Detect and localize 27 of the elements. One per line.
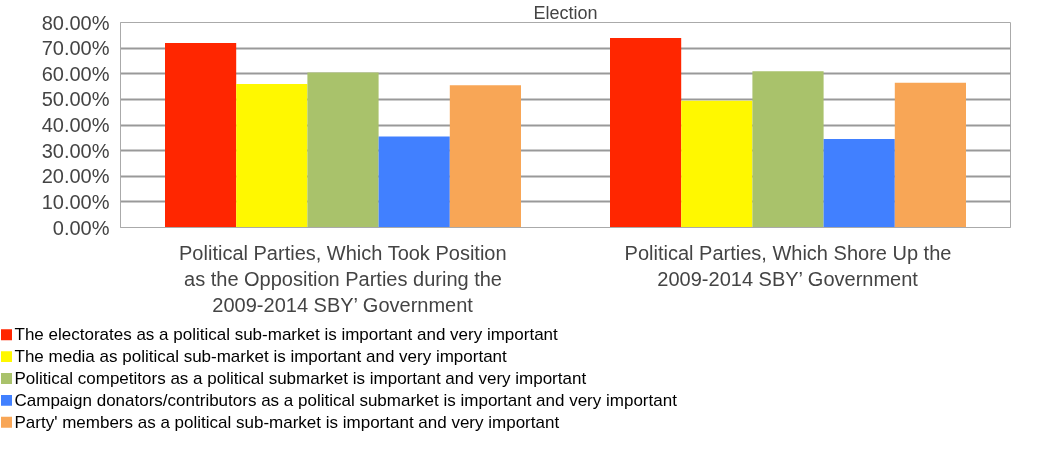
y-tick-label: 0.00% [52, 216, 110, 239]
y-tick-label: 30.00% [41, 139, 110, 162]
bar [165, 43, 237, 228]
legend-label: Campaign donators/contributors as a political submarket is important and very important [14, 390, 678, 410]
bar [378, 136, 450, 228]
y-tick-label: 60.00% [41, 62, 110, 85]
y-tick-label: 10.00% [41, 190, 110, 213]
bar [823, 139, 895, 228]
legend-label: The electorates as a political sub-market is important and very important [14, 325, 559, 345]
bar [752, 71, 824, 228]
bar [681, 100, 753, 228]
legend-label: Party' members as a political sub-market is important and very important [14, 412, 560, 432]
chart-title: Election [533, 2, 598, 23]
y-tick-label: 80.00% [41, 11, 110, 34]
legend-label: Political competitors as a political submarket is important and very important [14, 369, 587, 388]
x-tick-label: Political Parties, Which Took Position as the Opposition Parties during the 2009-2014 SBY’ Government [179, 241, 507, 317]
bar [307, 72, 379, 228]
legend-label: The media as political sub-market is important and very important [14, 347, 508, 367]
y-tick-label: 40.00% [41, 114, 110, 136]
x-tick-label: Political Parties, Which Shore Up the 2009-2014 SBY’ Government [624, 241, 952, 290]
y-tick-label: 70.00% [41, 37, 110, 60]
y-tick-label: 20.00% [41, 165, 110, 188]
bar [894, 82, 966, 228]
bar [449, 85, 521, 228]
y-tick-label: 50.00% [41, 88, 110, 111]
bar [610, 37, 682, 228]
bar [236, 84, 308, 228]
